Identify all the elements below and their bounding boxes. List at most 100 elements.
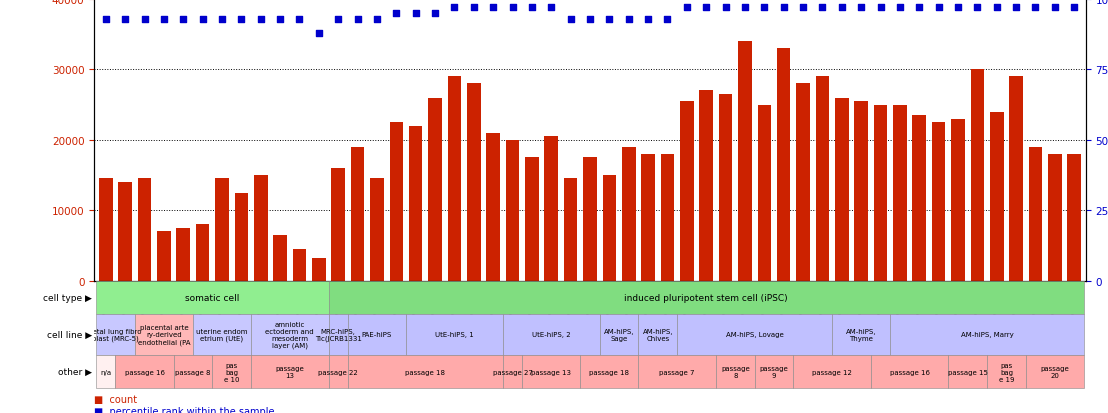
Text: somatic cell: somatic cell [185, 293, 239, 302]
Point [271, 17, 289, 23]
Bar [699, 91, 714, 281]
Bar [890, 314, 1084, 355]
Text: PAE-hiPS: PAE-hiPS [362, 332, 392, 337]
Bar [544, 137, 558, 281]
Bar [989, 112, 1004, 281]
Point [930, 5, 947, 12]
Bar [638, 314, 677, 355]
Bar [406, 314, 503, 355]
Bar [329, 281, 1084, 314]
Bar [448, 77, 461, 281]
Text: UtE-hiPS, 2: UtE-hiPS, 2 [532, 332, 571, 337]
Bar [329, 355, 348, 388]
Point [852, 5, 870, 12]
Bar [312, 259, 326, 281]
Bar [351, 147, 365, 281]
Bar [329, 314, 348, 355]
Point [911, 5, 929, 12]
Point [872, 5, 890, 12]
Bar [932, 123, 945, 281]
Bar [348, 355, 503, 388]
Text: passage 18: passage 18 [589, 369, 629, 375]
Text: AM-hiPS,
Chives: AM-hiPS, Chives [643, 328, 673, 341]
Point [813, 5, 831, 12]
Point [213, 17, 230, 23]
Bar [603, 176, 616, 281]
Point [504, 5, 522, 12]
Bar [235, 193, 248, 281]
Bar [815, 77, 829, 281]
Bar [1048, 154, 1061, 281]
Point [794, 5, 812, 12]
Text: passage 15: passage 15 [947, 369, 987, 375]
Bar [854, 102, 868, 281]
Point [445, 5, 463, 12]
Bar [215, 179, 228, 281]
Bar [948, 355, 987, 388]
Bar [871, 355, 948, 388]
Point [543, 5, 561, 12]
Bar [680, 102, 694, 281]
Point [484, 5, 502, 12]
Bar [174, 355, 213, 388]
Text: passage 13: passage 13 [531, 369, 572, 375]
Text: placental arte
ry-derived
endothelial (PA: placental arte ry-derived endothelial (P… [137, 324, 191, 345]
Bar [581, 355, 638, 388]
Bar [522, 355, 581, 388]
Bar [660, 154, 675, 281]
Bar [505, 140, 520, 281]
Bar [213, 355, 252, 388]
Bar [1028, 147, 1043, 281]
Point [329, 17, 347, 23]
Point [310, 31, 328, 37]
Text: induced pluripotent stem cell (iPSC): induced pluripotent stem cell (iPSC) [625, 293, 788, 302]
Point [581, 17, 598, 23]
Bar [503, 355, 522, 388]
Bar [755, 355, 793, 388]
Bar [503, 314, 599, 355]
Point [252, 17, 269, 23]
Point [427, 11, 444, 17]
Point [717, 5, 735, 12]
Bar [638, 355, 716, 388]
Text: passage 12: passage 12 [812, 369, 852, 375]
Text: other ▶: other ▶ [58, 367, 92, 376]
Bar [119, 183, 132, 281]
Bar [135, 314, 193, 355]
Bar [466, 84, 481, 281]
Bar [429, 98, 442, 281]
Point [1007, 5, 1025, 12]
Text: pas
bag
e 19: pas bag e 19 [998, 362, 1014, 382]
Point [465, 5, 483, 12]
Bar [254, 176, 267, 281]
Point [368, 17, 386, 23]
Text: AM-hiPS,
Sage: AM-hiPS, Sage [604, 328, 634, 341]
Bar [96, 281, 329, 314]
Text: passage 18: passage 18 [406, 369, 445, 375]
Bar [115, 355, 174, 388]
Bar [777, 49, 790, 281]
Bar [525, 158, 538, 281]
Point [407, 11, 424, 17]
Bar [196, 225, 209, 281]
Text: AM-hiPS, Lovage: AM-hiPS, Lovage [726, 332, 783, 337]
Point [135, 17, 153, 23]
Bar [252, 314, 329, 355]
Text: ■  count: ■ count [94, 394, 137, 404]
Bar [486, 133, 500, 281]
Bar [348, 314, 406, 355]
Text: passage
13: passage 13 [276, 365, 305, 378]
Point [756, 5, 773, 12]
Point [523, 5, 541, 12]
Bar [677, 314, 832, 355]
Bar [390, 123, 403, 281]
Bar [971, 70, 984, 281]
Bar [952, 119, 965, 281]
Bar [96, 314, 135, 355]
Bar [176, 228, 191, 281]
Point [619, 17, 637, 23]
Bar [622, 147, 636, 281]
Bar [96, 355, 115, 388]
Bar [409, 126, 422, 281]
Text: uterine endom
etrium (UtE): uterine endom etrium (UtE) [196, 328, 248, 341]
